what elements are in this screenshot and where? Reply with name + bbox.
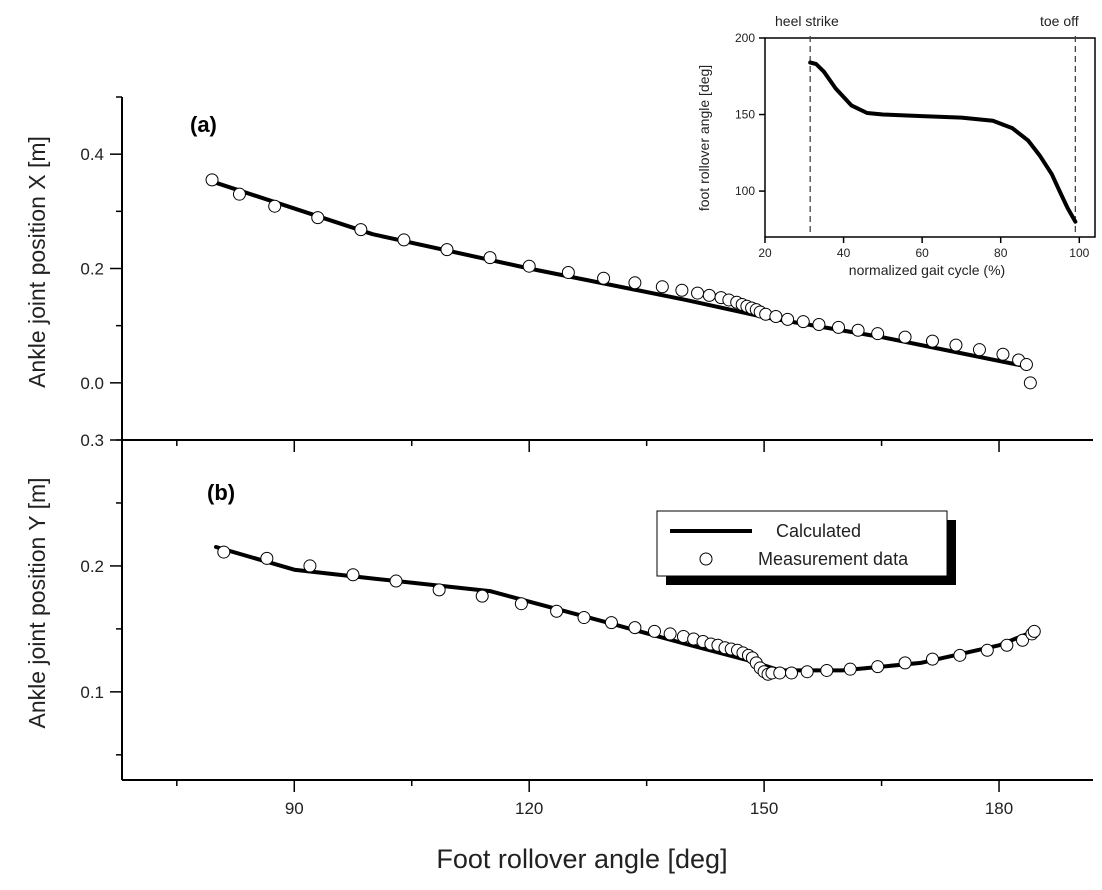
panel-b-measurement-point [980, 643, 994, 657]
panel-a-measurement-point [522, 259, 536, 273]
panel-b-ytick-label: 0.1 [80, 683, 104, 702]
panel-a-measurement-point [851, 323, 865, 337]
panel-b-measurement-point [217, 545, 231, 559]
xtick-label: 90 [285, 799, 304, 818]
panel-a-measurement-point [832, 320, 846, 334]
panel-b-measurement-point [871, 660, 885, 674]
legend: Calculated Measurement data [656, 510, 956, 585]
panel-a-measurement-point [925, 334, 939, 348]
panel-b-measurement-point [820, 663, 834, 677]
panel-a-measurement-point [871, 327, 885, 341]
legend-label-calculated: Calculated [776, 521, 861, 541]
panel-b-y-label: Ankle joint position Y [m] [24, 477, 50, 728]
panel-a-measurement-point [769, 310, 783, 324]
xtick-label: 120 [515, 799, 543, 818]
panel-a-measurement-point [440, 243, 454, 257]
panel-a-measurement-point [655, 280, 669, 294]
panel-a: 0.0 0.2 0.4 (a) Ankle joint position X [m] [24, 96, 1093, 452]
panel-a-label: (a) [190, 112, 217, 137]
panel-a-measurement-point [972, 343, 986, 357]
panel-b-measurement-point [773, 666, 787, 680]
inset-ytick-label: 100 [735, 184, 755, 198]
panel-a-measurement-point [675, 283, 689, 297]
panel-a-measurement-point [781, 312, 795, 326]
panel-b-measurement-point [475, 589, 489, 603]
panel-b-measurement-point [898, 656, 912, 670]
panel-b-measurement-points [217, 545, 1041, 681]
inset-xtick-label: 60 [915, 246, 929, 260]
panel-b-measurement-point [550, 604, 564, 618]
panel-b-measurement-point [604, 616, 618, 630]
inset-chart: 20 40 60 80 100 100 150 200 heel strike toe off… [696, 13, 1096, 278]
panel-b-ytick-label: 0.2 [80, 557, 104, 576]
panel-b-label: (b) [207, 480, 235, 505]
panel-a-measurement-point [268, 199, 282, 213]
panel-a-y-label: Ankle joint position X [m] [24, 136, 50, 388]
panel-b-measurement-point [800, 665, 814, 679]
panel-a-measurement-point [311, 211, 325, 225]
inset-xtick-label: 40 [837, 246, 851, 260]
panel-b-measurement-point [1016, 633, 1030, 647]
panel-b-measurement-point [785, 666, 799, 680]
panel-b-measurement-point [628, 621, 642, 635]
inset-xtick-label: 80 [994, 246, 1008, 260]
toe-off-label: toe off [1040, 13, 1079, 29]
panel-a-ytick-label: 0.4 [80, 145, 104, 164]
inset-xtick-label: 100 [1069, 246, 1089, 260]
x-axis-label: Foot rollover angle [deg] [436, 844, 727, 874]
panel-a-measurement-point [1019, 358, 1033, 372]
legend-point-swatch [699, 552, 713, 566]
panel-a-measurement-point [232, 187, 246, 201]
inset-ytick-label: 200 [735, 31, 755, 45]
inset-rollover-curve [808, 60, 1078, 224]
panel-a-measurement-point [561, 266, 575, 280]
panel-a-measurement-point [812, 318, 826, 332]
heel-strike-label: heel strike [775, 13, 839, 29]
panel-b-measurement-point [953, 648, 967, 662]
panel-a-measurement-point [397, 233, 411, 247]
inset-ytick-label: 150 [735, 108, 755, 122]
panel-a-measurement-point [702, 288, 716, 302]
panel-b: 0.1 0.2 0.3 90 120 150 180 (b) Ankle joint pos… [24, 431, 1093, 874]
inset-x-label: normalized gait cycle (%) [849, 262, 1005, 278]
panel-b-measurement-point [432, 583, 446, 597]
panel-b-measurement-point [346, 568, 360, 582]
panel-a-measurement-point [691, 286, 705, 300]
panel-b-measurement-point [647, 624, 661, 638]
inset-xtick-label: 20 [758, 246, 772, 260]
inset-ticks: 20 40 60 80 100 100 150 200 [735, 31, 1090, 260]
panel-b-measurement-point [1027, 624, 1041, 638]
panel-a-ytick-label: 0.2 [80, 260, 104, 279]
panel-b-ytick-label: 0.3 [80, 431, 104, 450]
panel-a-measurement-point [1023, 376, 1037, 390]
panel-a-measurement-point [996, 347, 1010, 361]
inset-y-label: foot rollover angle [deg] [696, 65, 712, 211]
panel-a-measurement-point [483, 251, 497, 265]
panel-b-measurement-point [663, 627, 677, 641]
panel-a-measurement-point [205, 173, 219, 187]
panel-b-measurement-point [303, 559, 317, 573]
legend-label-measurement: Measurement data [758, 549, 909, 569]
panel-a-measurement-point [354, 223, 368, 237]
panel-a-measurement-point [898, 330, 912, 344]
panel-b-measurement-point [260, 551, 274, 565]
panel-b-measurement-point [843, 662, 857, 676]
panel-b-measurement-point [514, 597, 528, 611]
panel-a-measurement-points [205, 173, 1037, 390]
panel-a-ytick-label: 0.0 [80, 374, 104, 393]
panel-b-measurement-point [577, 611, 591, 625]
panel-a-measurement-point [796, 315, 810, 329]
panel-b-ticks: 0.1 0.2 0.3 90 120 150 180 [80, 431, 1013, 818]
inset-frame [764, 37, 1096, 238]
panel-b-measurement-point [389, 574, 403, 588]
xtick-label: 150 [750, 799, 778, 818]
xtick-label: 180 [985, 799, 1013, 818]
panel-a-measurement-point [597, 271, 611, 285]
panel-b-measurement-point [1000, 638, 1014, 652]
panel-b-measurement-point [925, 652, 939, 666]
panel-a-ticks: 0.0 0.2 0.4 [80, 96, 1000, 452]
panel-a-measurement-point [628, 276, 642, 290]
panel-a-measurement-point [949, 338, 963, 352]
